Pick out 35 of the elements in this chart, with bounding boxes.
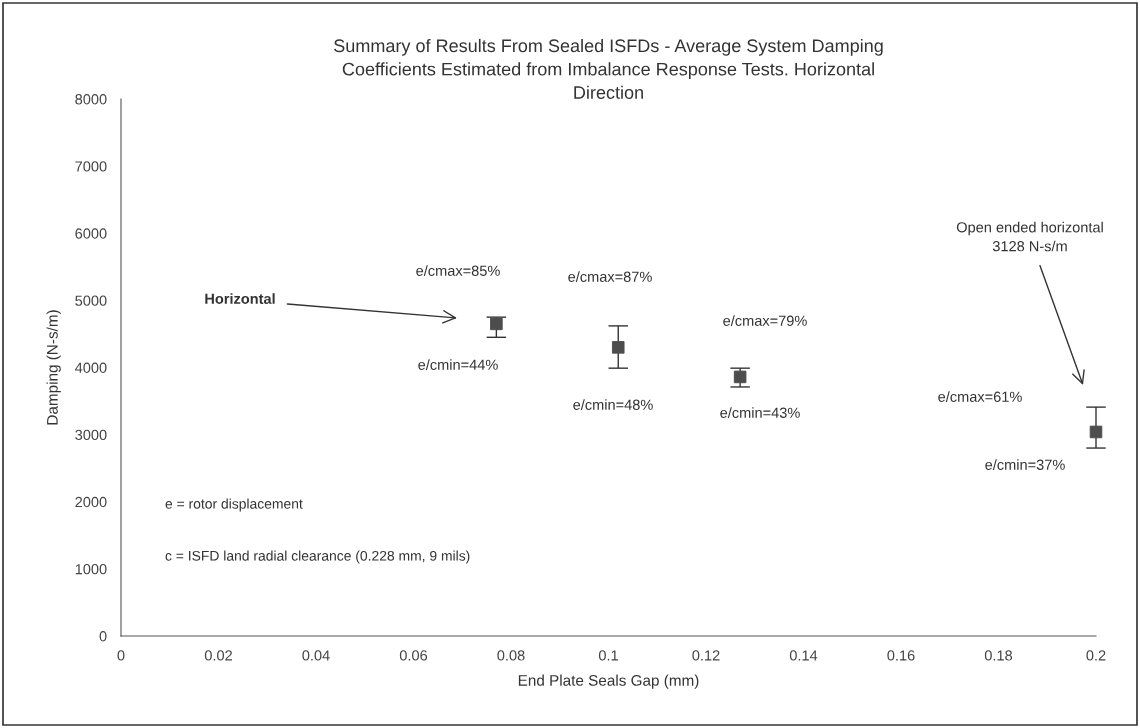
annotation: e/cmax=79%	[723, 315, 807, 326]
annotation: e/cmin=43%	[720, 407, 800, 418]
annotation: e/cmax=87%	[568, 271, 652, 282]
x-tick-label: 0.02	[204, 650, 232, 661]
y-tick-label: 4000	[75, 362, 107, 373]
chart-title: Summary of Results From Sealed ISFDs - Average System Damping Coefficients Estimated from Imbalance Response Tests. Horizontal Direction	[334, 38, 883, 99]
y-tick-label: 1000	[75, 563, 107, 575]
annotation: e/cmin=37%	[985, 459, 1065, 470]
annotation: Horizontal	[205, 293, 275, 304]
annotation: e/cmax=85%	[416, 265, 500, 276]
x-axis-title: End Plate Seals Gap (mm)	[518, 674, 699, 689]
y-tick-label: 8000	[75, 94, 107, 105]
annotation: e = rotor displacement	[165, 498, 303, 512]
y-tick-label: 2000	[75, 496, 107, 508]
x-tick-label: 0.16	[887, 650, 915, 661]
x-tick-label: 0.12	[692, 650, 720, 661]
y-axis-title: Damping (N-s/m)	[46, 310, 61, 425]
y-tick-label: 0	[99, 631, 107, 642]
annotation: e/cmin=44%	[418, 359, 498, 370]
annotation: e/cmin=48%	[573, 399, 653, 410]
annotation: Open ended horizontal 3128 N-s/m	[956, 221, 1103, 252]
annotation: c = ISFD land radial clearance (0.228 mm, 9 mils)	[165, 550, 470, 564]
y-tick-label: 6000	[75, 228, 107, 239]
y-tick-label: 7000	[75, 161, 107, 172]
x-tick-label: 0	[117, 650, 125, 661]
x-tick-label: 0.18	[984, 650, 1013, 661]
x-tick-label: 0.2	[1086, 650, 1106, 661]
x-tick-label: 0.06	[399, 650, 428, 661]
x-tick-label: 0.14	[789, 650, 818, 661]
x-tick-label: 0.04	[302, 650, 330, 661]
x-tick-label: 0.1	[598, 650, 618, 661]
x-tick-label: 0.08	[497, 650, 525, 661]
y-tick-label: 5000	[75, 295, 107, 306]
annotation: e/cmax=61%	[938, 391, 1022, 402]
y-tick-label: 3000	[75, 429, 107, 441]
